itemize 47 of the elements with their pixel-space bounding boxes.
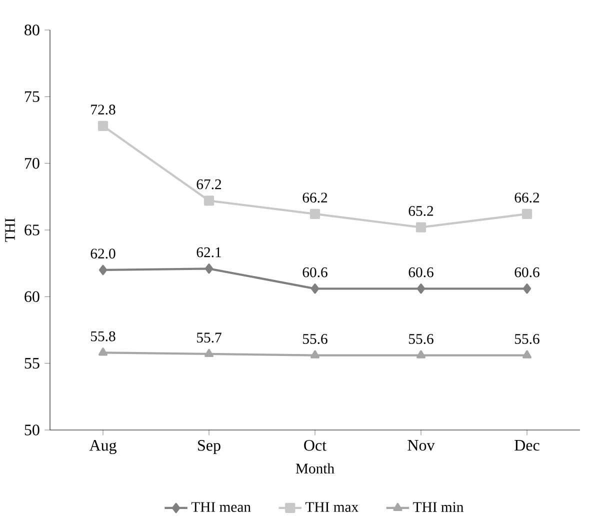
x-tick-label: Sep [198, 440, 220, 454]
data-label: 65.2 [408, 206, 434, 216]
x-tick-label: Dec [514, 440, 540, 451]
point [416, 350, 426, 358]
point [98, 120, 108, 132]
point [416, 222, 426, 232]
data-label: 60.6 [302, 267, 328, 278]
data-label: 55.6 [303, 334, 328, 344]
legend-label: THI mean [191, 502, 251, 512]
point [98, 348, 108, 356]
x-tick-label: Oct [304, 440, 326, 451]
x-tick-label: Nov [408, 440, 435, 451]
data-label: 60.6 [514, 267, 540, 278]
data-label: 72.8 [91, 104, 116, 115]
data-label: 62.0 [90, 248, 116, 259]
data-label: 62.1 [196, 247, 221, 258]
y-tick-label: 55 [24, 358, 40, 369]
point [98, 264, 108, 276]
y-axis-title: THI [5, 218, 15, 242]
point [522, 208, 532, 220]
legend-label: THI min [413, 502, 464, 512]
data-label: 66.2 [302, 192, 328, 203]
y-tick-label: 80 [24, 24, 40, 36]
point [204, 196, 214, 206]
y-tick-label: 75 [25, 91, 40, 102]
data-label: 66.2 [514, 192, 540, 203]
data-label: 60.6 [408, 267, 434, 278]
point [522, 350, 532, 358]
point [204, 348, 214, 358]
point [310, 284, 320, 294]
y-tick-label: 50 [24, 424, 40, 436]
point [204, 264, 214, 274]
data-label: 55.6 [409, 334, 434, 344]
x-axis-title: Month [296, 463, 334, 474]
legend-label: THI max [306, 502, 358, 512]
point [310, 350, 320, 358]
data-label: 55.8 [91, 331, 116, 342]
x-tick-label: Aug [89, 440, 116, 454]
y-tick-label: 60 [24, 291, 40, 302]
data-label: 55.6 [515, 334, 540, 344]
point [416, 284, 426, 294]
data-label: 67.2 [196, 179, 222, 190]
data-label: 55.7 [197, 332, 222, 343]
y-tick-label: 70 [25, 158, 40, 169]
point [310, 208, 320, 220]
point [522, 284, 532, 294]
y-tick-label: 65 [24, 224, 40, 236]
